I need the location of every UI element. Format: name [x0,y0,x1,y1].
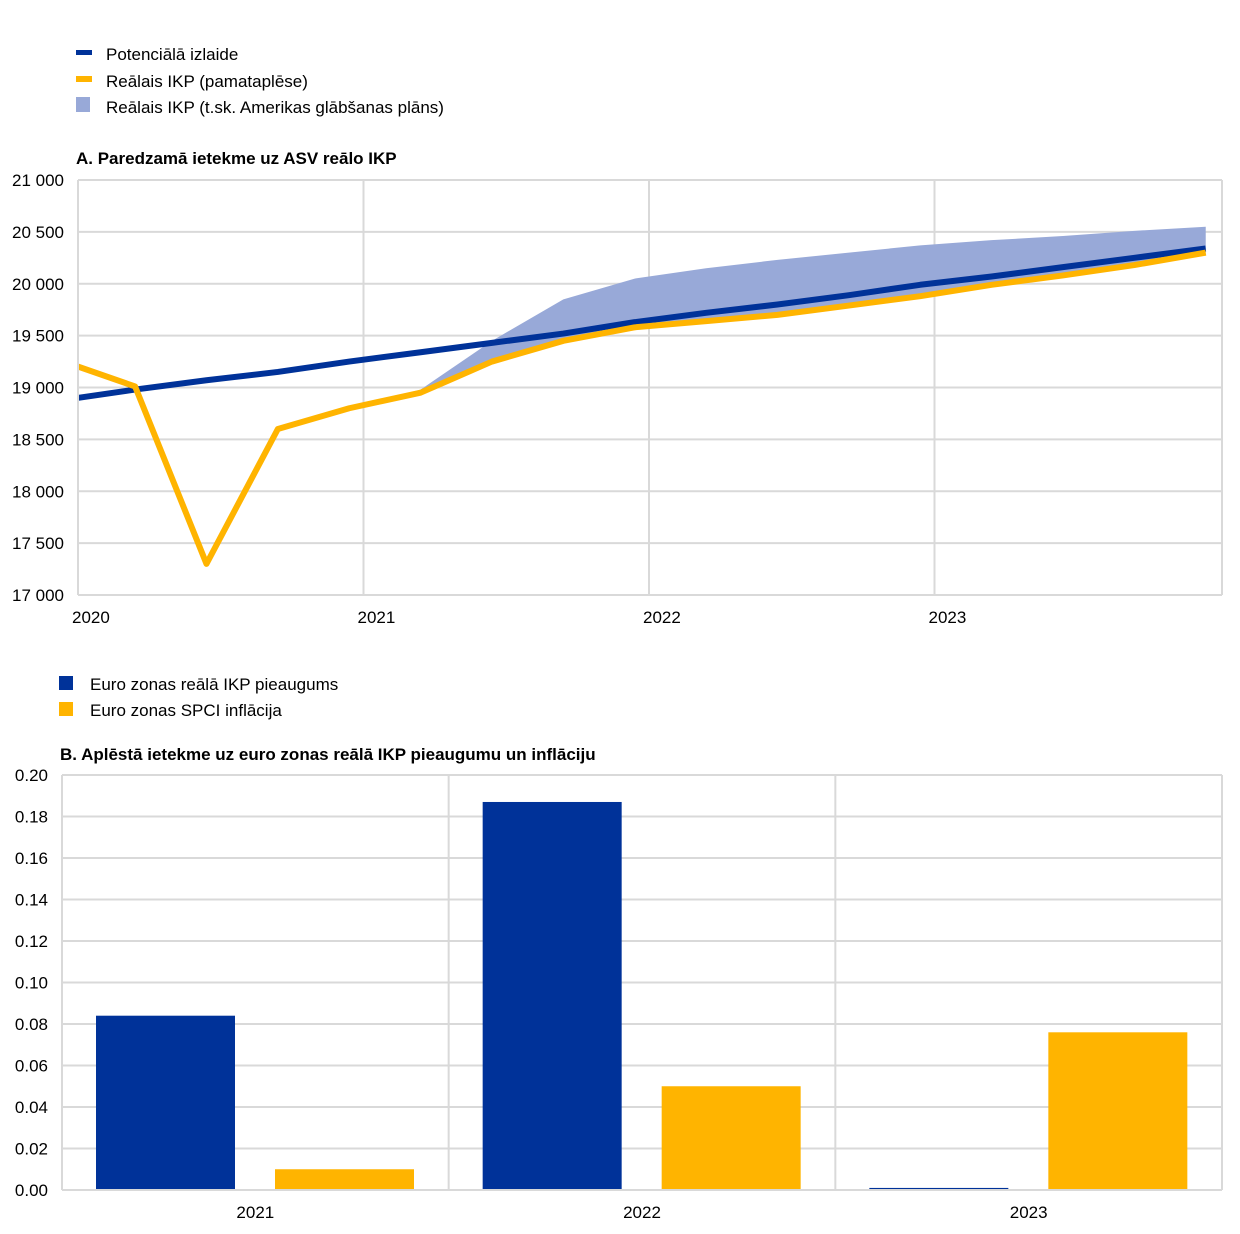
legend-label: Reālais IKP (pamataplēse) [106,72,308,91]
legend-label: Potenciālā izlaide [106,45,238,64]
y-tick-label: 20 500 [12,223,64,242]
legend-label: Reālais IKP (t.sk. Amerikas glābšanas pl… [106,98,444,117]
legend-swatch-gdp [59,676,73,690]
legend-swatch-baseline [76,76,92,82]
y-tick-label: 21 000 [12,171,64,190]
legend-a: Potenciālā izlaide Reālais IKP (pamatapl… [76,45,444,117]
legend-swatch-potential [76,50,92,55]
y-tick-label: 0.16 [15,849,48,868]
legend-swatch-arp [76,97,90,112]
y-tick-label: 0.10 [15,974,48,993]
y-tick-label: 0.14 [15,891,48,910]
y-tick-label: 0.02 [15,1140,48,1159]
bar-gdp-growth [96,1015,235,1190]
legend-label: Euro zonas reālā IKP pieaugums [90,675,338,694]
line-potential-output [78,245,1207,401]
legend-b: Euro zonas reālā IKP pieaugums Euro zona… [59,675,338,720]
bar-hicp-inflation [1048,1032,1188,1190]
x-tick-label: 2023 [929,608,967,627]
x-tick-label: 2021 [236,1203,274,1222]
y-tick-label: 0.12 [15,932,48,951]
legend-label: Euro zonas SPCI inflācija [90,701,282,720]
chart-a: 17 000 17 500 18 000 18 500 19 000 19 500 20 0… [12,171,1223,627]
y-tick-label: 0.06 [15,1057,48,1076]
y-tick-label: 18 500 [12,430,64,449]
x-tick-label: 2022 [623,1203,661,1222]
chart-b: 0.00 0.02 0.04 0.06 0.08 0.10 0.12 0.14 0.16 0.18… [15,766,1223,1222]
y-tick-label: 0.04 [15,1098,48,1117]
legend-swatch-hicp [59,702,73,716]
y-tick-label: 0.20 [15,766,48,785]
chart-b-title: B. Aplēstā ietekme uz euro zonas reālā I… [60,745,596,764]
chart-a-title: A. Paredzamā ietekme uz ASV reālo IKP [76,149,397,168]
y-tick-label: 17 000 [12,586,64,605]
x-tick-label: 2022 [643,608,681,627]
line-baseline-gdp [78,249,1207,567]
x-tick-label: 2020 [72,608,110,627]
plot-area [78,226,1207,567]
y-tick-label: 20 000 [12,275,64,294]
bar-hicp-inflation [661,1086,801,1190]
y-tick-label: 19 000 [12,379,64,398]
y-tick-label: 18 000 [12,482,64,501]
y-tick-label: 0.08 [15,1015,48,1034]
bar-gdp-growth [869,1187,1009,1190]
x-tick-label: 2021 [358,608,396,627]
y-tick-label: 17 500 [12,534,64,553]
x-tick-label: 2023 [1010,1203,1048,1222]
bar-hicp-inflation [275,1169,414,1190]
y-tick-label: 19 500 [12,327,64,346]
y-tick-label: 0.00 [15,1181,48,1200]
y-tick-label: 0.18 [15,808,48,827]
bar-gdp-growth [482,801,622,1190]
